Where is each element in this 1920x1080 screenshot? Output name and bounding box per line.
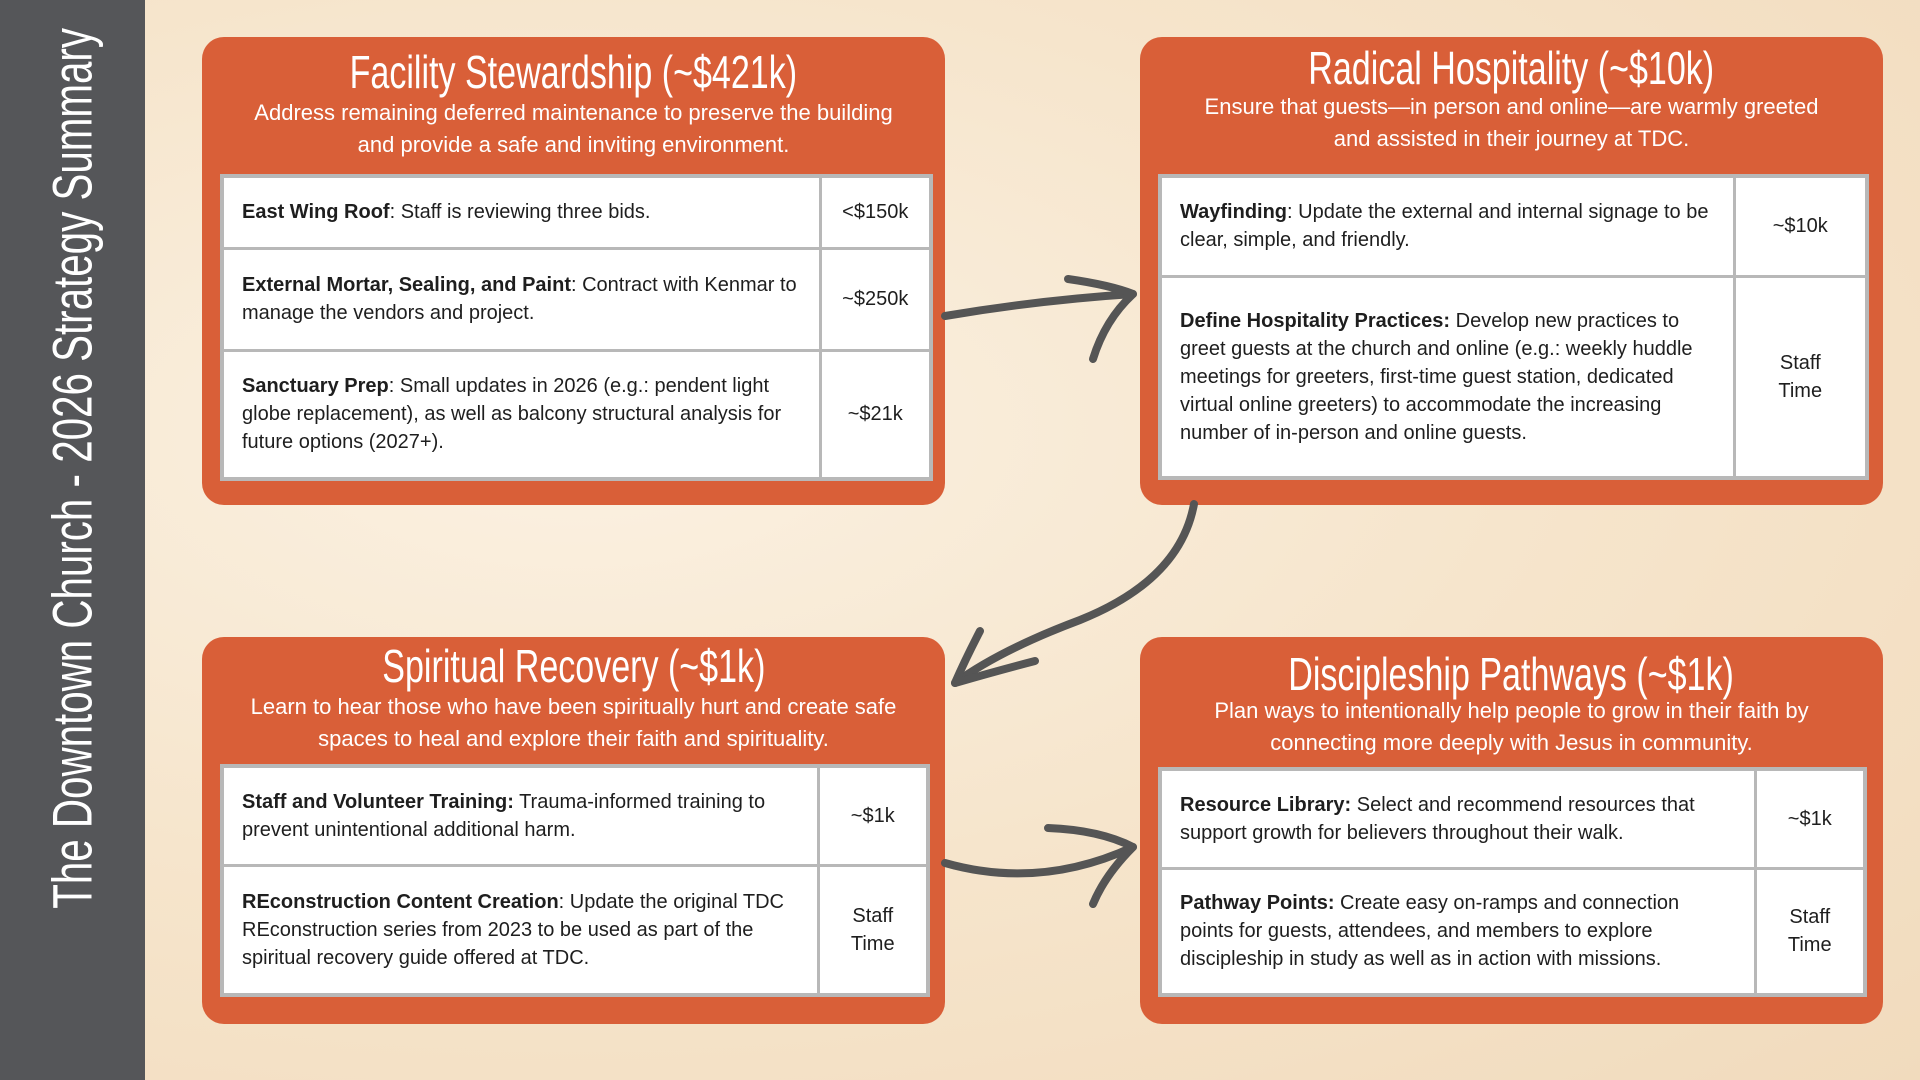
- item-cost: Staff Time: [1753, 866, 1867, 997]
- card-title: Spiritual Recovery (~$1k): [381, 640, 766, 692]
- item-description: Resource Library: Select and recommend r…: [1158, 767, 1757, 870]
- item-description: Staff and Volunteer Training: Trauma-inf…: [220, 764, 820, 867]
- item-table: East Wing Roof: Staff is reviewing three…: [220, 174, 933, 481]
- item-description: External Mortar, Sealing, and Paint: Con…: [220, 246, 822, 352]
- item-name: Resource Library:: [1180, 793, 1352, 816]
- arrow-recovery-to-discipleship: [941, 824, 1137, 908]
- sidebar: The Downtown Church - 2026 Strategy Summ…: [0, 0, 145, 1080]
- item-cost: ~$21k: [818, 348, 933, 481]
- item-name: Define Hospitality Practices:: [1180, 309, 1451, 332]
- arrow-facility-to-hospitality: [941, 275, 1137, 363]
- item-name: Staff and Volunteer Training:: [242, 790, 514, 813]
- card-subtitle: Learn to hear those who have been spirit…: [250, 694, 897, 751]
- item-name: REconstruction Content Creation: [242, 890, 559, 913]
- item-description: Define Hospitality Practices: Develop ne…: [1158, 274, 1736, 480]
- item-name: External Mortar, Sealing, and Paint: [242, 274, 571, 296]
- item-cost: <$150k: [818, 174, 933, 250]
- item-name: Wayfinding: [1180, 201, 1288, 224]
- arrow-hospitality-to-recovery: [951, 500, 1198, 687]
- table-row: Define Hospitality Practices: Develop ne…: [1158, 274, 1869, 480]
- item-description: Wayfinding: Update the external and inte…: [1158, 174, 1736, 278]
- item-cost: ~$250k: [818, 246, 933, 352]
- item-name: Sanctuary Prep: [242, 375, 389, 398]
- item-name: East Wing Roof: [242, 201, 390, 224]
- item-description: Sanctuary Prep: Small updates in 2026 (e…: [220, 348, 822, 481]
- item-table: Wayfinding: Update the external and inte…: [1158, 174, 1869, 480]
- item-cost: Staff Time: [816, 863, 930, 997]
- item-table: Resource Library: Select and recommend r…: [1158, 767, 1867, 997]
- item-cost: ~$1k: [1753, 767, 1867, 870]
- table-row: Pathway Points: Create easy on-ramps and…: [1158, 866, 1867, 997]
- card-spiritual-recovery: Spiritual Recovery (~$1k) Learn to hear …: [202, 637, 945, 1024]
- card-radical-hospitality: Radical Hospitality (~$10k) Ensure that …: [1140, 37, 1883, 505]
- item-cost: Staff Time: [1732, 274, 1869, 480]
- card-discipleship-pathways: Discipleship Pathways (~$1k) Plan ways t…: [1140, 637, 1883, 1024]
- card-facility-stewardship: Facility Stewardship (~$421k) Address re…: [202, 37, 945, 505]
- table-row: East Wing Roof: Staff is reviewing three…: [220, 174, 933, 250]
- table-row: REconstruction Content Creation: Update …: [220, 863, 930, 997]
- table-row: Resource Library: Select and recommend r…: [1158, 767, 1867, 870]
- item-description: Pathway Points: Create easy on-ramps and…: [1158, 866, 1757, 997]
- card-subtitle: Ensure that guests—in person and online—…: [1204, 94, 1819, 151]
- card-title: Facility Stewardship (~$421k): [349, 46, 798, 98]
- card-subtitle: Address remaining deferred maintenance t…: [254, 100, 893, 157]
- table-row: External Mortar, Sealing, and Paint: Con…: [220, 246, 933, 352]
- table-row: Sanctuary Prep: Small updates in 2026 (e…: [220, 348, 933, 481]
- item-cost: ~$1k: [816, 764, 930, 867]
- item-table: Staff and Volunteer Training: Trauma-inf…: [220, 764, 930, 997]
- item-cost: ~$10k: [1732, 174, 1869, 278]
- card-title: Discipleship Pathways (~$1k): [1288, 648, 1735, 700]
- table-row: Wayfinding: Update the external and inte…: [1158, 174, 1869, 278]
- item-name: Pathway Points:: [1180, 892, 1335, 915]
- card-subtitle: Plan ways to intentionally help people t…: [1214, 698, 1809, 755]
- item-description: East Wing Roof: Staff is reviewing three…: [220, 174, 822, 250]
- table-row: Staff and Volunteer Training: Trauma-inf…: [220, 764, 930, 867]
- item-description: REconstruction Content Creation: Update …: [220, 863, 820, 997]
- card-title: Radical Hospitality (~$10k): [1308, 42, 1715, 94]
